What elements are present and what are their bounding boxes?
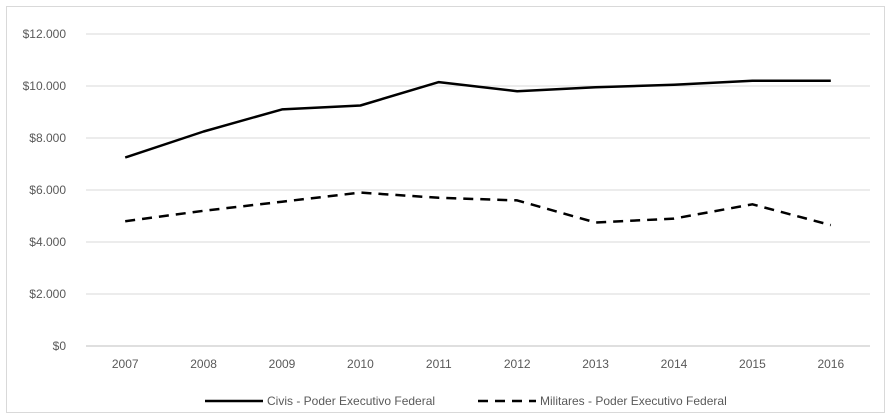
y-tick-label: $8.000 [29, 131, 66, 145]
x-tick-label: 2015 [739, 357, 766, 371]
x-tick-label: 2008 [190, 357, 217, 371]
x-tick-label: 2007 [112, 357, 139, 371]
legend-label: Militares - Poder Executivo Federal [540, 394, 727, 408]
y-tick-label: $4.000 [29, 235, 66, 249]
legend-label: Civis - Poder Executivo Federal [267, 394, 435, 408]
y-tick-label: $0 [53, 339, 67, 353]
x-tick-label: 2012 [504, 357, 531, 371]
y-axis-tick-labels: $0 $2.000 $4.000 $6.000 $8.000 $10.000 $12.000 [23, 27, 67, 353]
x-tick-label: 2014 [661, 357, 688, 371]
gridlines [86, 33, 870, 295]
legend: Civis - Poder Executivo Federal Militares… [205, 394, 727, 408]
y-tick-label: $10.000 [23, 79, 67, 93]
series-line-militares [125, 191, 832, 227]
x-axis-tick-labels: 2007 2008 2009 2010 2011 2012 2013 2014 2015 2016 [112, 357, 845, 371]
x-tick-label: 2010 [347, 357, 374, 371]
series-lines [124, 79, 832, 227]
series-line-civis [124, 79, 831, 159]
y-tick-label: $12.000 [23, 27, 67, 41]
chart-frame [6, 6, 885, 413]
x-tick-label: 2013 [582, 357, 609, 371]
x-tick-label: 2011 [426, 357, 452, 371]
x-tick-label: 2016 [817, 357, 844, 371]
y-tick-label: $6.000 [29, 183, 66, 197]
y-tick-label: $2.000 [29, 287, 66, 301]
x-tick-label: 2009 [269, 357, 296, 371]
